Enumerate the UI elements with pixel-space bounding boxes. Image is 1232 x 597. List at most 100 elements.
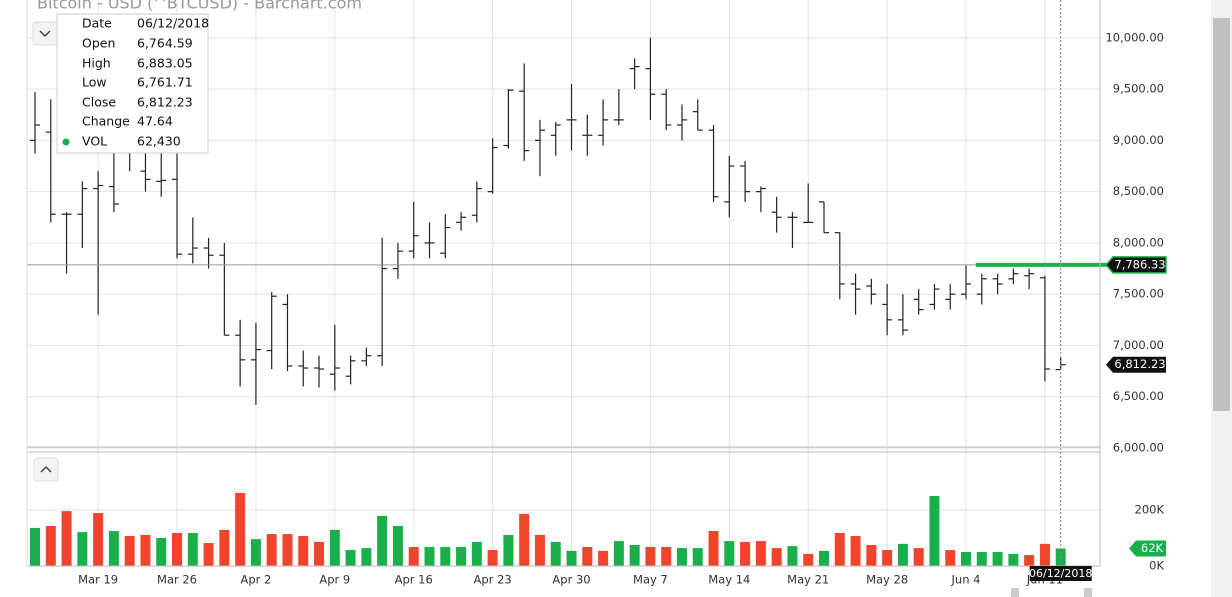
volume-bar xyxy=(440,546,451,566)
tooltip: Date 06/12/2018 Open 6,764.59 High 6,883.05 Lo… xyxy=(56,13,209,154)
y-tick-label: 200K xyxy=(1135,503,1165,517)
volume-bar xyxy=(30,527,40,566)
tooltip-label: Low xyxy=(82,75,107,90)
volume-bar xyxy=(598,550,609,566)
volume-bar xyxy=(740,541,751,566)
x-tick-label: Apr 23 xyxy=(474,573,512,587)
scrollbar-thumb[interactable] xyxy=(1213,18,1230,411)
volume-bar xyxy=(345,550,356,566)
reference-label: 7,786.33 xyxy=(1114,257,1165,271)
volume-bar xyxy=(45,525,56,566)
y-tick-label: 7,000.00 xyxy=(1113,338,1164,352)
volume-bar xyxy=(140,534,151,566)
volume-bar xyxy=(1039,543,1050,566)
tooltip-box xyxy=(56,13,209,154)
volume-bar xyxy=(882,550,893,566)
volume-bar xyxy=(456,546,467,566)
tooltip-value: 47.64 xyxy=(137,114,173,129)
tooltip-value: 06/12/2018 xyxy=(137,16,209,31)
volume-bar xyxy=(203,543,214,566)
volume-bar xyxy=(329,529,340,566)
volume-bar xyxy=(613,541,624,566)
last-volume-label: 62K xyxy=(1141,541,1164,555)
crosshair-date-box xyxy=(1029,566,1092,581)
volume-bar xyxy=(897,543,908,566)
volume-bar xyxy=(471,541,482,566)
volume-bar xyxy=(566,550,577,566)
volume-bar xyxy=(235,492,246,566)
x-tick-label: May 14 xyxy=(708,573,750,587)
last-price-label: 6,812.23 xyxy=(1114,357,1165,371)
volume-bar xyxy=(661,546,672,566)
tooltip-value: 6,761.71 xyxy=(137,75,193,90)
last-price-box xyxy=(1106,356,1166,373)
collapse-button[interactable] xyxy=(33,457,59,482)
tooltip-label: Change xyxy=(82,114,130,129)
tooltip-label: VOL xyxy=(82,134,107,149)
volume-bar xyxy=(77,532,88,566)
volume-bar xyxy=(866,545,877,566)
volume-bar xyxy=(976,552,987,566)
volume-bar xyxy=(314,541,325,566)
range-handle[interactable] xyxy=(1084,588,1092,597)
volume-bar xyxy=(929,496,940,566)
tooltip-label: Open xyxy=(82,36,115,51)
volume-bar xyxy=(724,541,735,566)
volume-bar xyxy=(550,541,561,566)
volume-bar xyxy=(787,546,798,566)
volume-bar xyxy=(108,531,119,566)
x-tick-label: May 7 xyxy=(633,573,668,587)
y-tick-label: 9,500.00 xyxy=(1113,82,1164,96)
y-tick-label: 8,500.00 xyxy=(1113,184,1164,198)
volume-bar xyxy=(61,511,72,566)
volume-bar xyxy=(1024,555,1035,566)
x-tick-label: Apr 16 xyxy=(395,573,433,587)
volume-bar xyxy=(755,541,766,566)
volume-bar xyxy=(503,534,514,566)
x-tick-label: Apr 9 xyxy=(319,573,350,587)
y-tick-label: 6,500.00 xyxy=(1113,389,1164,403)
tooltip-value: 62,430 xyxy=(137,134,181,149)
volume-bar xyxy=(913,548,924,566)
x-tick-label: Mar 26 xyxy=(157,573,197,587)
volume-bar xyxy=(645,546,656,566)
volume-bar xyxy=(250,539,261,566)
tooltip-value: 6,812.23 xyxy=(137,95,193,110)
tooltip-label: Date xyxy=(82,16,112,31)
volume-bar xyxy=(803,553,814,566)
range-handle[interactable] xyxy=(1011,588,1019,597)
reference-label-box xyxy=(1105,256,1167,274)
x-tick-label: Apr 2 xyxy=(240,573,271,587)
volume-bar xyxy=(676,548,687,566)
volume-bar xyxy=(156,538,167,566)
volume-bar xyxy=(819,550,829,566)
volume-bar xyxy=(850,536,861,566)
y-tick-label: 7,500.00 xyxy=(1113,287,1164,301)
volume-bar xyxy=(992,552,1003,566)
volume-bar xyxy=(187,532,198,566)
collapse-button[interactable] xyxy=(32,21,58,46)
volume-bar xyxy=(392,525,403,566)
volume-bar xyxy=(424,546,435,566)
x-tick-label: Mar 19 xyxy=(78,573,118,587)
volume-bar xyxy=(282,534,293,566)
volume-bar xyxy=(519,513,530,566)
volume-bar xyxy=(961,552,972,566)
overlay: 6,000.00 6,500.00 7,000.00 7,500.00 8,000.00… xyxy=(78,0,1167,587)
volume-bar xyxy=(298,536,309,566)
volume-bar xyxy=(408,546,419,566)
y-tick-label: 9,000.00 xyxy=(1113,133,1164,147)
y-tick-label: 10,000.00 xyxy=(1105,30,1164,44)
tooltip-label: High xyxy=(82,56,111,71)
volume-bar xyxy=(534,534,545,566)
volume-bar xyxy=(266,534,277,566)
volume-bar xyxy=(771,548,782,566)
y-tick-label: 8,000.00 xyxy=(1113,235,1164,249)
volume-bar xyxy=(377,515,388,566)
volume-bar xyxy=(629,545,640,566)
volume-bar xyxy=(708,531,719,566)
volume-bar xyxy=(219,529,230,566)
tooltip-value: 6,883.05 xyxy=(137,56,193,71)
